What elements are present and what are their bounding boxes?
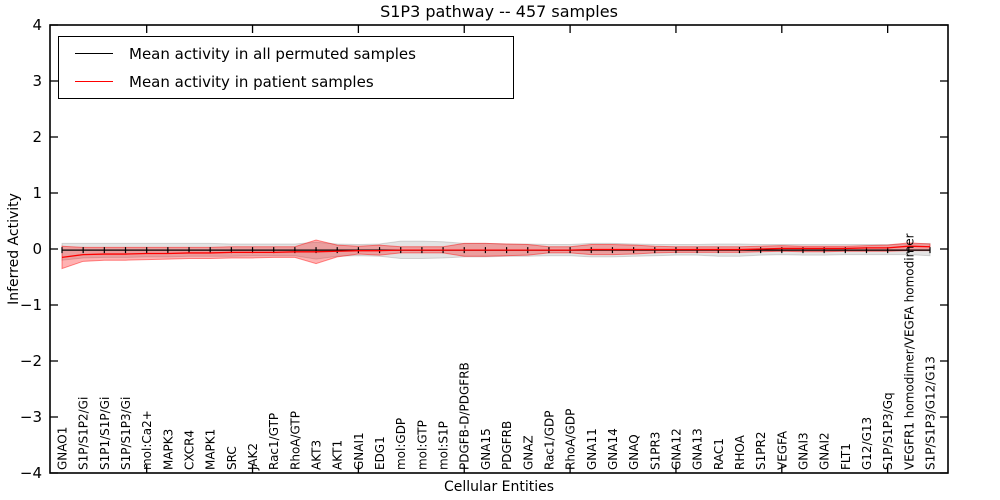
y-tick-label: 1 [32, 184, 42, 202]
y-tick-label: −2 [20, 352, 42, 370]
x-tick-label: GNAZ [521, 435, 535, 470]
legend-label-permuted: Mean activity in all permuted samples [129, 44, 416, 63]
x-tick-label: mol:Ca2+ [140, 410, 154, 470]
x-tick-label: MAPK3 [161, 429, 175, 470]
x-tick-label: mol:GTP [415, 420, 429, 470]
x-tick-label: S1P/S1P3/G12/G13 [924, 356, 938, 470]
legend-label-patient: Mean activity in patient samples [129, 72, 374, 91]
x-tick-label: Rac1/GDP [542, 411, 556, 470]
x-tick-label: GNAI1 [352, 432, 366, 470]
x-tick-label: EDG1 [373, 436, 387, 470]
patient-mean-line [61, 245, 931, 259]
x-tick-label: GNA13 [691, 428, 705, 470]
y-tick-label: 4 [32, 16, 42, 34]
x-tick-label: GNA15 [479, 428, 493, 470]
x-tick-label: GNA12 [669, 428, 683, 470]
x-tick-label: AKT1 [331, 440, 345, 470]
x-tick-label: AKT3 [310, 440, 324, 470]
y-tick-label: −4 [20, 464, 42, 482]
x-tick-label: S1P/S1P2/Gi [77, 397, 91, 470]
y-tick-label: 0 [32, 240, 42, 258]
chart-title: S1P3 pathway -- 457 samples [380, 2, 618, 21]
x-tick-label: S1P/S1P3/Gq [881, 392, 895, 470]
x-tick-label: VEGFA [775, 430, 789, 470]
x-tick-label: SRC [225, 446, 239, 470]
x-tick-label: mol:GDP [394, 418, 408, 470]
x-tick-label: GNA11 [585, 428, 599, 470]
y-tick-label: 2 [32, 128, 42, 146]
x-tick-label: RHOA [733, 434, 747, 470]
x-tick-label: GNAI3 [796, 432, 810, 470]
permuted-line-sample [75, 53, 113, 54]
y-tick-label: 3 [32, 72, 42, 90]
x-tick-label: mol:S1P [437, 421, 451, 470]
x-tick-label: S1P/S1P3/Gi [119, 397, 133, 470]
x-tick-label: RhoA/GDP [564, 409, 578, 470]
legend-item-permuted: Mean activity in all permuted samples [59, 43, 513, 65]
x-tick-label: Rac1/GTP [267, 413, 281, 470]
x-tick-label: S1P1/S1P/Gi [98, 397, 112, 470]
y-axis-label: Inferred Activity [6, 193, 22, 305]
legend-item-patient: Mean activity in patient samples [59, 71, 513, 93]
x-tick-label: GNAQ [627, 434, 641, 470]
x-tick-label: GNAI2 [818, 432, 832, 470]
x-tick-label: FLT1 [839, 443, 853, 470]
y-tick-label: −3 [20, 408, 42, 426]
x-tick-label: JAK2 [246, 443, 260, 471]
x-tick-label: RhoA/GTP [288, 411, 302, 470]
x-axis-label: Cellular Entities [443, 479, 555, 495]
x-tick-label: CXCR4 [183, 430, 197, 470]
x-tick-label: GNAO1 [56, 427, 70, 470]
patient-line-sample [75, 81, 113, 82]
x-tick-label: S1PR3 [648, 432, 662, 470]
legend: Mean activity in all permuted samples Me… [58, 36, 514, 99]
x-tick-label: RAC1 [712, 438, 726, 470]
y-tick-label: −1 [20, 296, 42, 314]
x-tick-label: VEGFR1 homodimer/VEGFA homodimer [902, 233, 916, 470]
x-tick-label: MAPK1 [204, 429, 218, 470]
x-tick-label: PDGFRB [500, 421, 514, 470]
x-tick-label: GNA14 [606, 428, 620, 470]
x-tick-label: PDGFB-D/PDGFRB [458, 362, 472, 470]
x-tick-label: G12/G13 [860, 417, 874, 470]
x-tick-label: S1PR2 [754, 432, 768, 470]
